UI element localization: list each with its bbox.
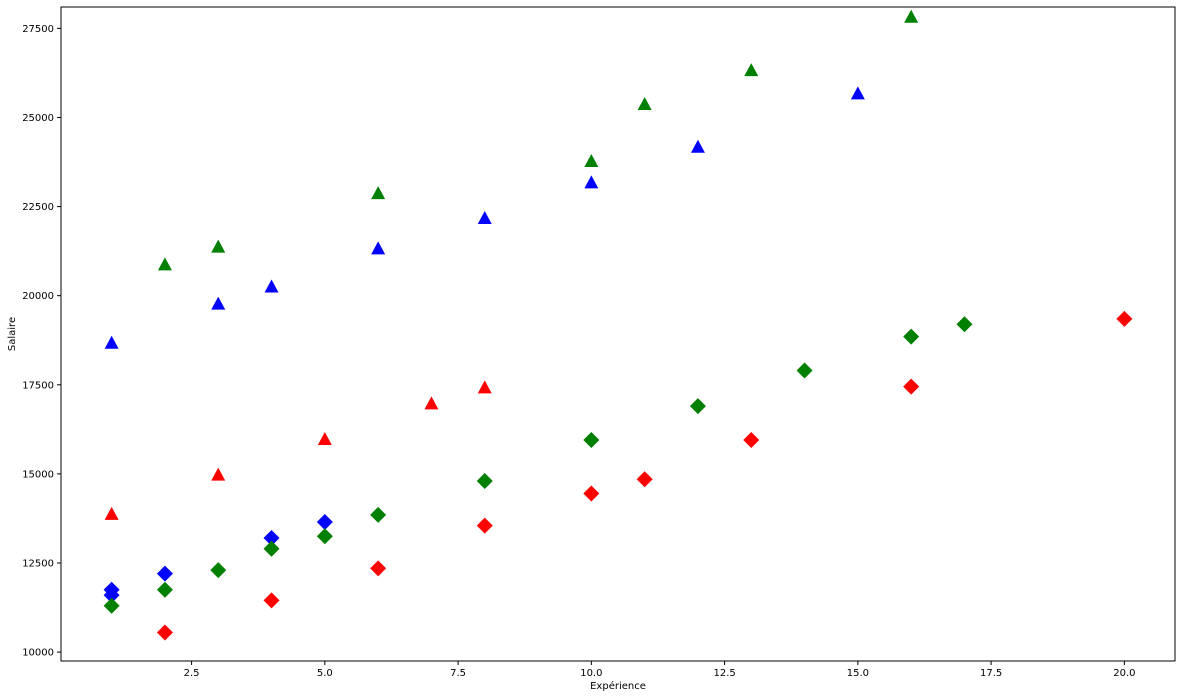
y-tick-label: 15000: [22, 469, 54, 480]
triangle-point: [744, 63, 759, 77]
x-tick-label: 15.0: [847, 668, 869, 679]
diamond-point: [476, 473, 493, 490]
diamond-point: [210, 562, 227, 579]
triangle-point: [584, 175, 599, 189]
triangle-point: [904, 9, 919, 23]
y-axis-ticks: 10000 12500 15000 17500 20000 22500 25000 27500: [22, 24, 61, 659]
plot-area: [60, 6, 1176, 662]
x-tick-label: 2.5: [184, 668, 200, 679]
y-axis-label: Salaire: [7, 317, 18, 351]
y-tick-label: 22500: [22, 202, 54, 213]
y-tick-label: 17500: [22, 380, 54, 391]
y-tick-label: 25000: [22, 113, 54, 124]
diamond-point: [956, 316, 973, 333]
triangle-point: [424, 396, 439, 410]
triangle-point: [211, 467, 226, 481]
data-points: [103, 9, 1133, 641]
triangle-point: [317, 432, 332, 446]
diamond-point: [316, 514, 333, 531]
diamond-point: [263, 540, 280, 557]
y-tick-label: 10000: [22, 648, 54, 659]
triangle-point: [371, 186, 386, 200]
triangle-point: [637, 97, 652, 111]
diamond-point: [903, 378, 920, 395]
diamond-point: [583, 485, 600, 502]
diamond-point: [689, 398, 706, 415]
diamond-point: [156, 565, 173, 582]
diamond-point: [263, 592, 280, 609]
triangle-point: [157, 257, 172, 271]
diamond-point: [636, 471, 653, 488]
triangle-point: [584, 154, 599, 168]
triangle-point: [211, 239, 226, 253]
x-tick-label: 7.5: [450, 668, 466, 679]
x-axis-ticks: 2.5 5.0 7.5 10.0 12.5 15.0 17.5 20.0: [184, 661, 1135, 679]
diamond-point: [103, 581, 120, 598]
y-tick-label: 12500: [22, 558, 54, 569]
triangle-point: [264, 279, 279, 293]
triangle-point: [477, 380, 492, 394]
y-tick-label: 20000: [22, 291, 54, 302]
diamond-point: [156, 581, 173, 598]
diamond-point: [476, 517, 493, 534]
x-tick-label: 5.0: [317, 668, 333, 679]
diamond-point: [263, 530, 280, 547]
y-tick-label: 27500: [22, 24, 54, 35]
diamond-point: [1116, 310, 1133, 327]
x-axis-label: Expérience: [590, 680, 646, 692]
triangle-point: [690, 139, 705, 153]
diamond-point: [903, 328, 920, 345]
diamond-point: [743, 432, 760, 449]
triangle-point: [477, 211, 492, 225]
triangle-point: [371, 241, 386, 255]
triangle-point: [850, 86, 865, 100]
diamond-point: [796, 362, 813, 379]
diamond-point: [156, 624, 173, 641]
diamond-point: [370, 506, 387, 523]
x-tick-label: 10.0: [580, 668, 602, 679]
diamond-point: [103, 597, 120, 614]
triangle-point: [211, 296, 226, 310]
diamond-point: [316, 528, 333, 545]
triangle-point: [104, 335, 119, 349]
diamond-point: [370, 560, 387, 577]
diamond-point: [583, 432, 600, 449]
triangle-point: [104, 506, 119, 520]
x-tick-label: 20.0: [1113, 668, 1135, 679]
x-tick-label: 17.5: [980, 668, 1002, 679]
x-tick-label: 12.5: [713, 668, 735, 679]
